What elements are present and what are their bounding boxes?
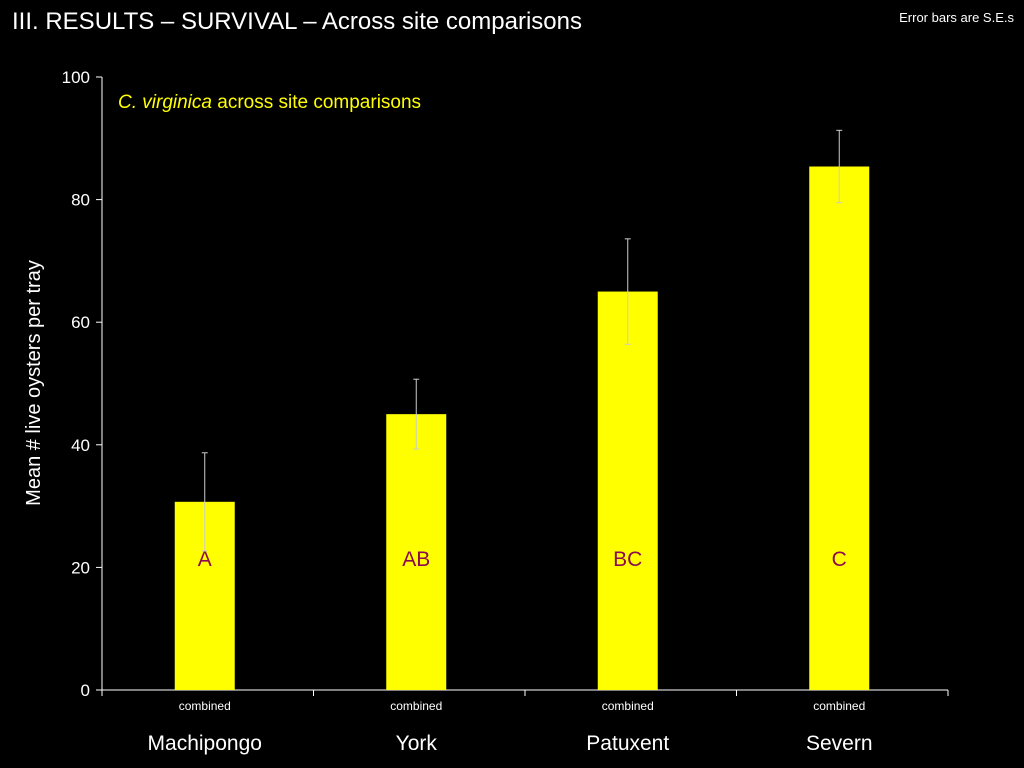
group-letter-label: AB (402, 548, 430, 571)
x-category-label: York (396, 732, 438, 755)
y-tick-label: 80 (71, 191, 90, 210)
y-axis-label: Mean # live oysters per tray (23, 260, 45, 506)
x-category-label: Machipongo (148, 732, 262, 755)
x-sub-category-label: combined (179, 699, 231, 713)
axes: 0 20 40 60 80 100 (62, 68, 949, 700)
y-tick-label: 20 (71, 558, 90, 577)
y-tick-label: 40 (71, 436, 90, 455)
chart-subtitle-rest: across site comparisons (212, 92, 421, 113)
x-sub-category-label: combined (813, 699, 865, 713)
error-bars (201, 129, 843, 552)
group-letter-label: BC (613, 548, 642, 571)
group-letter-label: C (832, 548, 847, 571)
chart-subtitle: C. virginica across site comparisons (118, 92, 421, 113)
bar (386, 414, 447, 690)
slide-title: III. RESULTS – SURVIVAL – Across site co… (12, 8, 582, 35)
x-category-label: Severn (806, 732, 873, 755)
chart-subtitle-species: C. virginica (118, 92, 212, 113)
bar (597, 291, 658, 690)
error-bar-note: Error bars are S.E.s (899, 10, 1014, 25)
x-category-label: Patuxent (586, 732, 669, 755)
x-sub-category-label: combined (390, 699, 442, 713)
y-tick-label: 60 (71, 313, 90, 332)
bar (809, 166, 870, 691)
y-tick-label: 100 (62, 68, 90, 87)
group-letter-label: A (198, 548, 212, 571)
bars (174, 166, 870, 691)
y-tick-label: 0 (81, 681, 90, 700)
x-sub-category-label: combined (602, 699, 654, 713)
